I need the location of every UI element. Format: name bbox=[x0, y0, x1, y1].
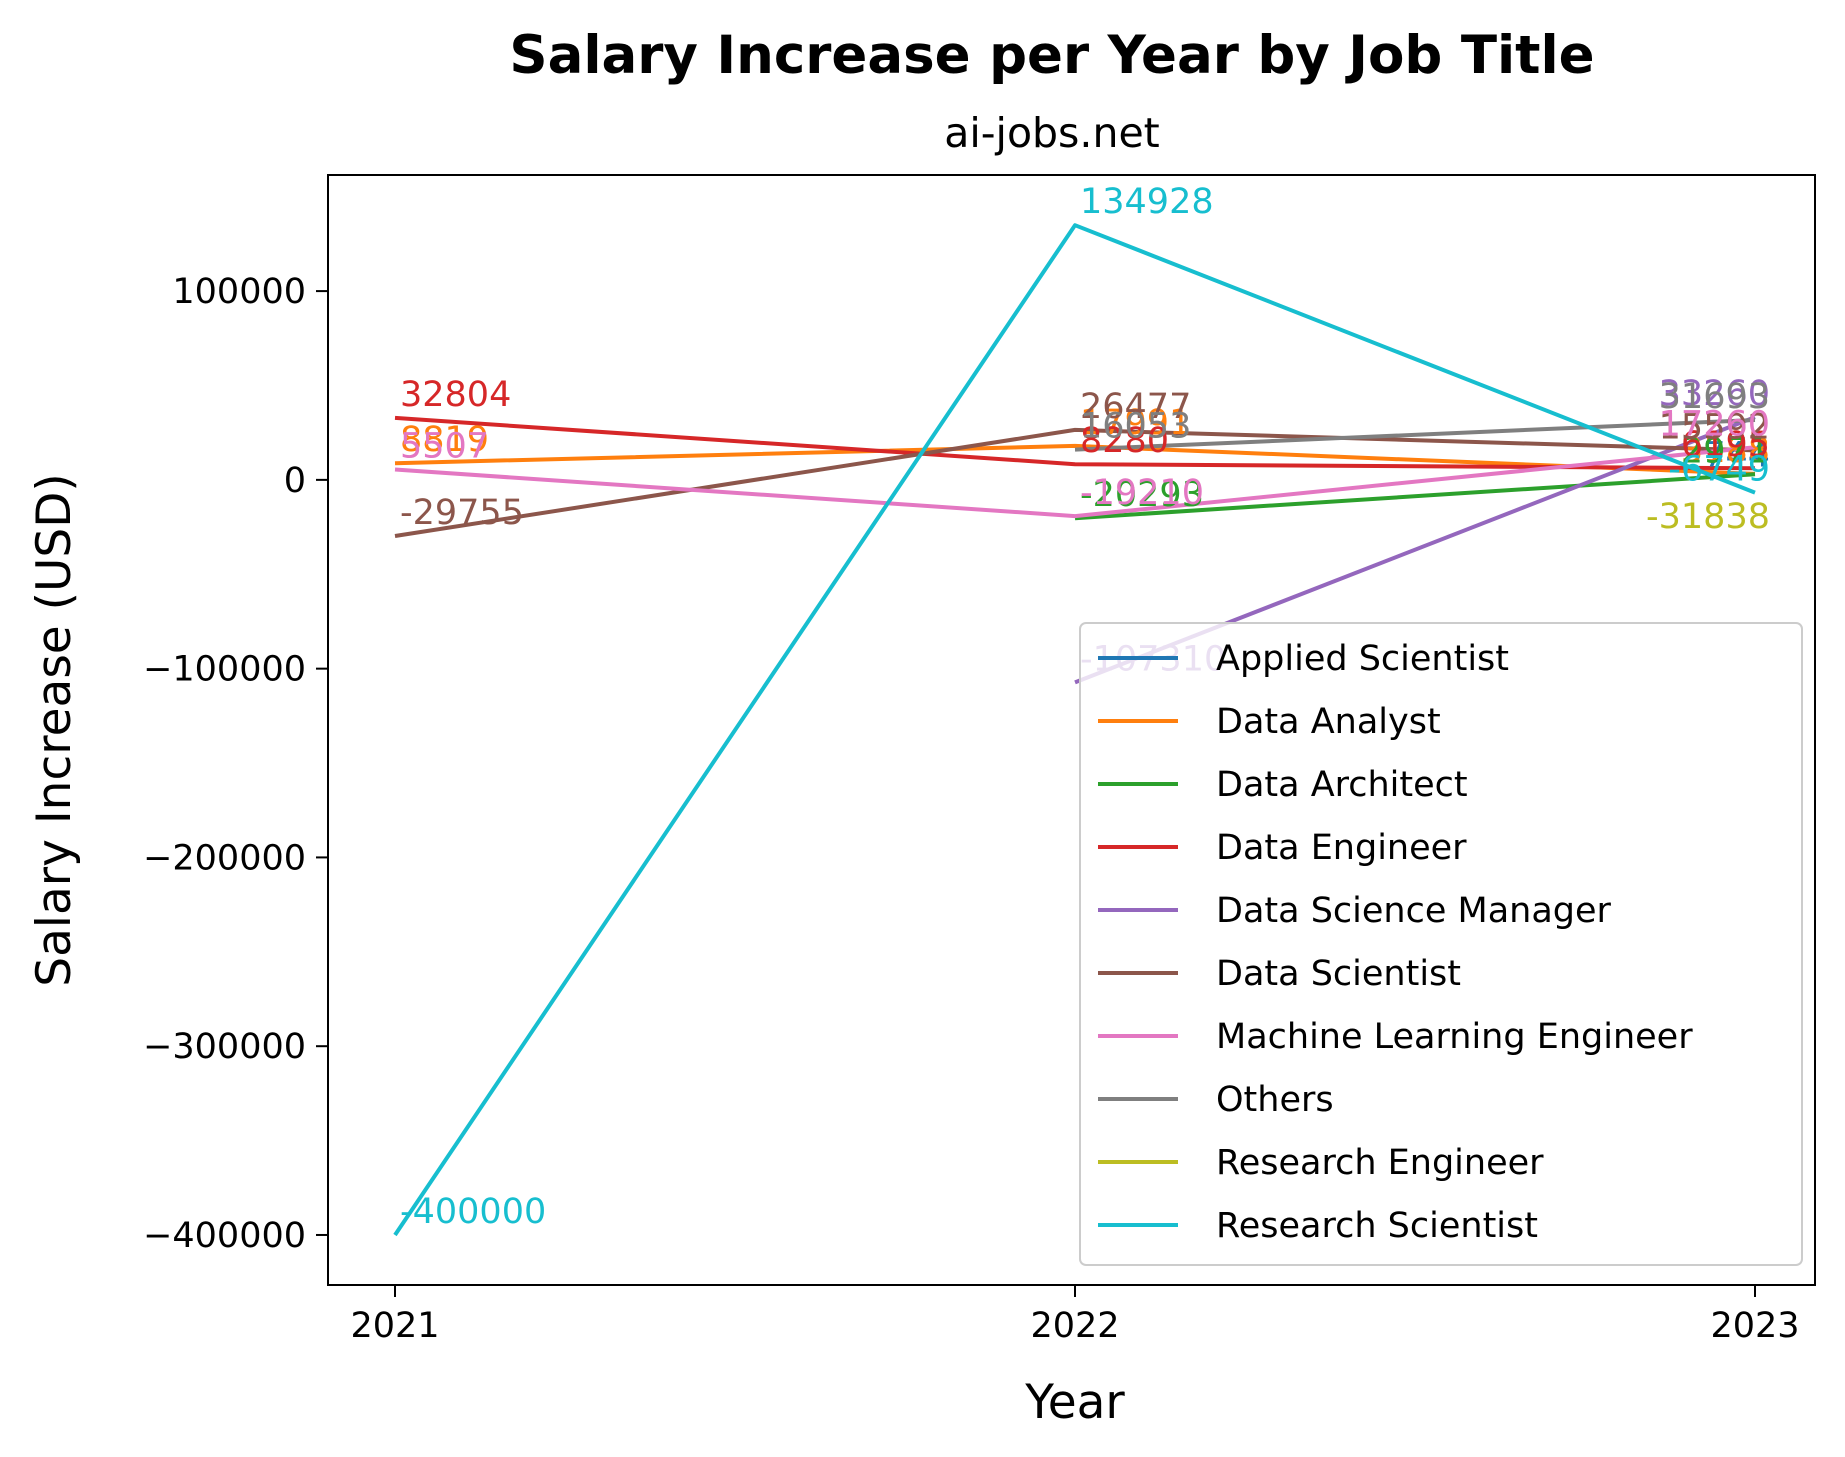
data-label-research-scientist: -6749 bbox=[1668, 450, 1770, 490]
data-label-data-engineer: 32804 bbox=[400, 375, 511, 415]
legend-label-data-scientist: Data Scientist bbox=[1216, 954, 1461, 994]
y-axis: 100000 0 −100000 −200000 −300000 −400000 bbox=[143, 272, 328, 1256]
data-label-research-scientist: 134928 bbox=[1080, 182, 1214, 222]
data-label-data-analyst: 8819 bbox=[400, 420, 489, 460]
data-label-data-scientist: -29755 bbox=[400, 493, 524, 533]
series-line-others bbox=[1074, 418, 1756, 452]
legend-label-applied-scientist: Applied Scientist bbox=[1216, 639, 1509, 679]
series-line-data-scientist bbox=[394, 427, 1756, 538]
legend-label-machine-learning-engineer: Machine Learning Engineer bbox=[1216, 1017, 1693, 1057]
data-label-others: 31693 bbox=[1659, 377, 1770, 417]
legend-label-research-engineer: Research Engineer bbox=[1216, 1143, 1544, 1183]
x-axis-label: Year bbox=[1024, 1375, 1125, 1430]
y-tick-label: −400000 bbox=[143, 1216, 306, 1256]
legend: Applied Scientist Data Analyst Data Archit… bbox=[1079, 622, 1803, 1266]
data-label-data-analyst: 3188 bbox=[1681, 431, 1770, 471]
y-tick-label: −200000 bbox=[143, 838, 306, 878]
data-label-machine-learning-engineer: 5507 bbox=[400, 426, 489, 466]
y-tick-label: 0 bbox=[284, 461, 306, 501]
legend-label-data-science-manager: Data Science Manager bbox=[1216, 891, 1612, 931]
data-label-data-engineer: 8280 bbox=[1080, 421, 1169, 461]
data-label-data-architect: 2971 bbox=[1681, 431, 1770, 471]
y-tick-label: −300000 bbox=[143, 1027, 306, 1067]
data-label-others: 16053 bbox=[1080, 407, 1191, 447]
y-tick-label: −100000 bbox=[143, 650, 306, 690]
data-label-research-scientist: -400000 bbox=[400, 1192, 546, 1232]
data-label-machine-learning-engineer: 17260 bbox=[1659, 404, 1770, 444]
series-line-research-scientist bbox=[393, 223, 1756, 1237]
data-label-research-engineer: -31838 bbox=[1646, 497, 1770, 537]
x-axis: 2021 2022 2023 bbox=[350, 1285, 1800, 1346]
x-tick-label: 2022 bbox=[1030, 1306, 1119, 1346]
data-label-machine-learning-engineer: -19210 bbox=[1080, 473, 1204, 513]
chart-subtitle: ai-jobs.net bbox=[944, 109, 1160, 157]
data-label-data-science-manager: 33260 bbox=[1659, 374, 1770, 414]
data-label-data-analyst: 17991 bbox=[1080, 403, 1191, 443]
series-line-data-analyst bbox=[394, 443, 1756, 476]
data-label-data-scientist: 26477 bbox=[1080, 387, 1191, 427]
data-label-applied-scientist: 744 bbox=[1703, 435, 1770, 475]
legend-label-data-architect: Data Architect bbox=[1216, 765, 1468, 805]
series-line-machine-learning-engineer bbox=[394, 445, 1756, 519]
data-label-data-scientist: 15592 bbox=[1659, 407, 1770, 447]
legend-label-data-engineer: Data Engineer bbox=[1216, 828, 1467, 868]
series-line-data-architect bbox=[1074, 472, 1756, 521]
x-tick-label: 2023 bbox=[1710, 1306, 1799, 1346]
y-tick-label: 100000 bbox=[172, 272, 306, 312]
chart-title: Salary Increase per Year by Job Title bbox=[509, 25, 1594, 86]
plot-area-frame bbox=[327, 174, 1816, 1286]
legend-label-others: Others bbox=[1216, 1080, 1334, 1120]
legend-box bbox=[1079, 622, 1803, 1266]
series-line-data-engineer bbox=[394, 415, 1756, 471]
legend-label-research-scientist: Research Scientist bbox=[1216, 1206, 1538, 1246]
x-tick-label: 2021 bbox=[350, 1306, 439, 1346]
y-axis-label: Salary Increase (USD) bbox=[27, 473, 82, 987]
legend-label-data-analyst: Data Analyst bbox=[1216, 702, 1441, 742]
data-label-data-engineer: 6195 bbox=[1681, 425, 1770, 465]
data-label-data-architect: -20293 bbox=[1080, 475, 1204, 515]
